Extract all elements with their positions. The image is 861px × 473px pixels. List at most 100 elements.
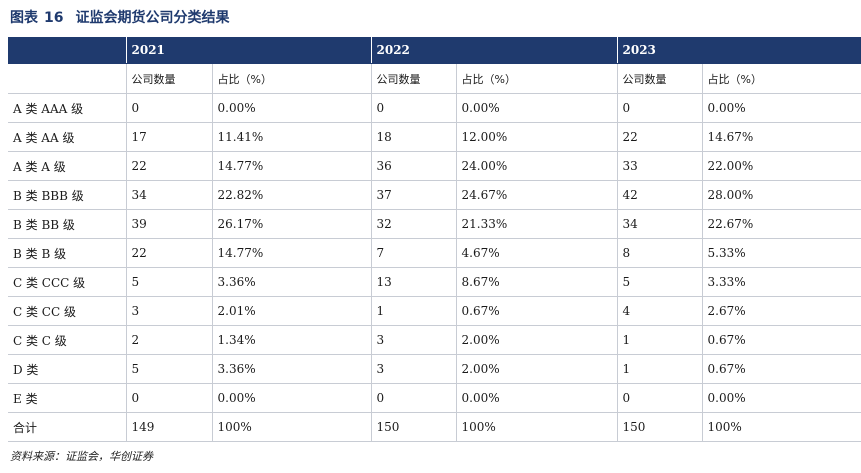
share-cell: 100% xyxy=(456,412,618,442)
table-row: C 类 CCC 级 5 3.36% 13 8.67% 5 3.33% xyxy=(8,267,861,297)
subheader-share: 占比（%） xyxy=(212,63,372,94)
share-cell: 24.00% xyxy=(456,151,618,181)
row-label: C 类 CCC 级 xyxy=(8,267,127,297)
share-cell: 100% xyxy=(702,412,861,442)
count-cell: 0 xyxy=(126,93,213,123)
count-cell: 1 xyxy=(617,325,703,355)
table-row: A 类 AA 级 17 11.41% 18 12.00% 22 14.67% xyxy=(8,122,861,152)
share-cell: 21.33% xyxy=(456,209,618,239)
count-cell: 39 xyxy=(126,209,213,239)
share-cell: 22.82% xyxy=(212,180,372,210)
count-cell: 150 xyxy=(617,412,703,442)
count-cell: 3 xyxy=(371,325,457,355)
figure-title-text: 证监会期货公司分类结果 xyxy=(75,10,230,26)
count-cell: 8 xyxy=(617,238,703,268)
subheader-share: 占比（%） xyxy=(456,63,618,94)
row-label: B 类 B 级 xyxy=(8,238,127,268)
table-row: E 类 0 0.00% 0 0.00% 0 0.00% xyxy=(8,383,861,413)
count-cell: 1 xyxy=(371,296,457,326)
row-label: A 类 AAA 级 xyxy=(8,93,127,123)
subheader-row: 公司数量 占比（%） 公司数量 占比（%） 公司数量 占比（%） xyxy=(8,63,861,94)
table-row: B 类 B 级 22 14.77% 7 4.67% 8 5.33% xyxy=(8,238,861,268)
subheader-count: 公司数量 xyxy=(617,63,703,94)
share-cell: 22.67% xyxy=(702,209,861,239)
count-cell: 150 xyxy=(371,412,457,442)
share-cell: 22.00% xyxy=(702,151,861,181)
share-cell: 14.67% xyxy=(702,122,861,152)
count-cell: 3 xyxy=(126,296,213,326)
share-cell: 0.00% xyxy=(702,93,861,123)
count-cell: 37 xyxy=(371,180,457,210)
row-label: 合计 xyxy=(8,412,127,442)
table-row: B 类 BB 级 39 26.17% 32 21.33% 34 22.67% xyxy=(8,209,861,239)
count-cell: 18 xyxy=(371,122,457,152)
row-label: C 类 C 级 xyxy=(8,325,127,355)
row-label: C 类 CC 级 xyxy=(8,296,127,326)
count-cell: 7 xyxy=(371,238,457,268)
count-cell: 34 xyxy=(617,209,703,239)
count-cell: 36 xyxy=(371,151,457,181)
figure-number: 16 xyxy=(44,10,64,26)
share-cell: 26.17% xyxy=(212,209,372,239)
subheader-blank xyxy=(8,63,127,94)
count-cell: 0 xyxy=(371,383,457,413)
figure-title: 图表 16 证监会期货公司分类结果 xyxy=(10,7,229,29)
share-cell: 3.36% xyxy=(212,354,372,384)
share-cell: 4.67% xyxy=(456,238,618,268)
share-cell: 3.36% xyxy=(212,267,372,297)
table-row: A 类 A 级 22 14.77% 36 24.00% 33 22.00% xyxy=(8,151,861,181)
share-cell: 14.77% xyxy=(212,151,372,181)
share-cell: 0.00% xyxy=(212,383,372,413)
share-cell: 0.00% xyxy=(212,93,372,123)
count-cell: 1 xyxy=(617,354,703,384)
count-cell: 34 xyxy=(126,180,213,210)
count-cell: 22 xyxy=(126,151,213,181)
count-cell: 17 xyxy=(126,122,213,152)
row-label: D 类 xyxy=(8,354,127,384)
year-header: 2021 xyxy=(126,37,372,64)
year-header-row: 2021 2022 2023 xyxy=(8,37,861,64)
count-cell: 5 xyxy=(126,267,213,297)
share-cell: 2.00% xyxy=(456,354,618,384)
share-cell: 24.67% xyxy=(456,180,618,210)
source-note: 资料来源：证监会，华创证券 xyxy=(10,450,153,463)
share-cell: 2.00% xyxy=(456,325,618,355)
table-row: 合计 149 100% 150 100% 150 100% xyxy=(8,412,861,442)
count-cell: 33 xyxy=(617,151,703,181)
count-cell: 0 xyxy=(617,93,703,123)
share-cell: 2.01% xyxy=(212,296,372,326)
count-cell: 5 xyxy=(617,267,703,297)
count-cell: 5 xyxy=(126,354,213,384)
share-cell: 0.00% xyxy=(456,93,618,123)
share-cell: 12.00% xyxy=(456,122,618,152)
count-cell: 22 xyxy=(617,122,703,152)
count-cell: 22 xyxy=(126,238,213,268)
classification-table: 2021 2022 2023 公司数量 占比（%） 公司数量 占比（%） 公司数… xyxy=(8,37,861,442)
subheader-share: 占比（%） xyxy=(702,63,861,94)
share-cell: 1.34% xyxy=(212,325,372,355)
year-header: 2022 xyxy=(371,37,618,64)
count-cell: 0 xyxy=(126,383,213,413)
row-label: B 类 BB 级 xyxy=(8,209,127,239)
table-row: C 类 C 级 2 1.34% 3 2.00% 1 0.67% xyxy=(8,325,861,355)
row-label: E 类 xyxy=(8,383,127,413)
table-row: B 类 BBB 级 34 22.82% 37 24.67% 42 28.00% xyxy=(8,180,861,210)
share-cell: 14.77% xyxy=(212,238,372,268)
year-header: 2023 xyxy=(617,37,861,64)
share-cell: 3.33% xyxy=(702,267,861,297)
count-cell: 149 xyxy=(126,412,213,442)
count-cell: 42 xyxy=(617,180,703,210)
share-cell: 0.67% xyxy=(702,325,861,355)
share-cell: 0.00% xyxy=(702,383,861,413)
share-cell: 8.67% xyxy=(456,267,618,297)
share-cell: 11.41% xyxy=(212,122,372,152)
row-label: A 类 AA 级 xyxy=(8,122,127,152)
count-cell: 3 xyxy=(371,354,457,384)
row-label: A 类 A 级 xyxy=(8,151,127,181)
table-row: C 类 CC 级 3 2.01% 1 0.67% 4 2.67% xyxy=(8,296,861,326)
count-cell: 32 xyxy=(371,209,457,239)
row-label: B 类 BBB 级 xyxy=(8,180,127,210)
share-cell: 2.67% xyxy=(702,296,861,326)
share-cell: 5.33% xyxy=(702,238,861,268)
count-cell: 4 xyxy=(617,296,703,326)
